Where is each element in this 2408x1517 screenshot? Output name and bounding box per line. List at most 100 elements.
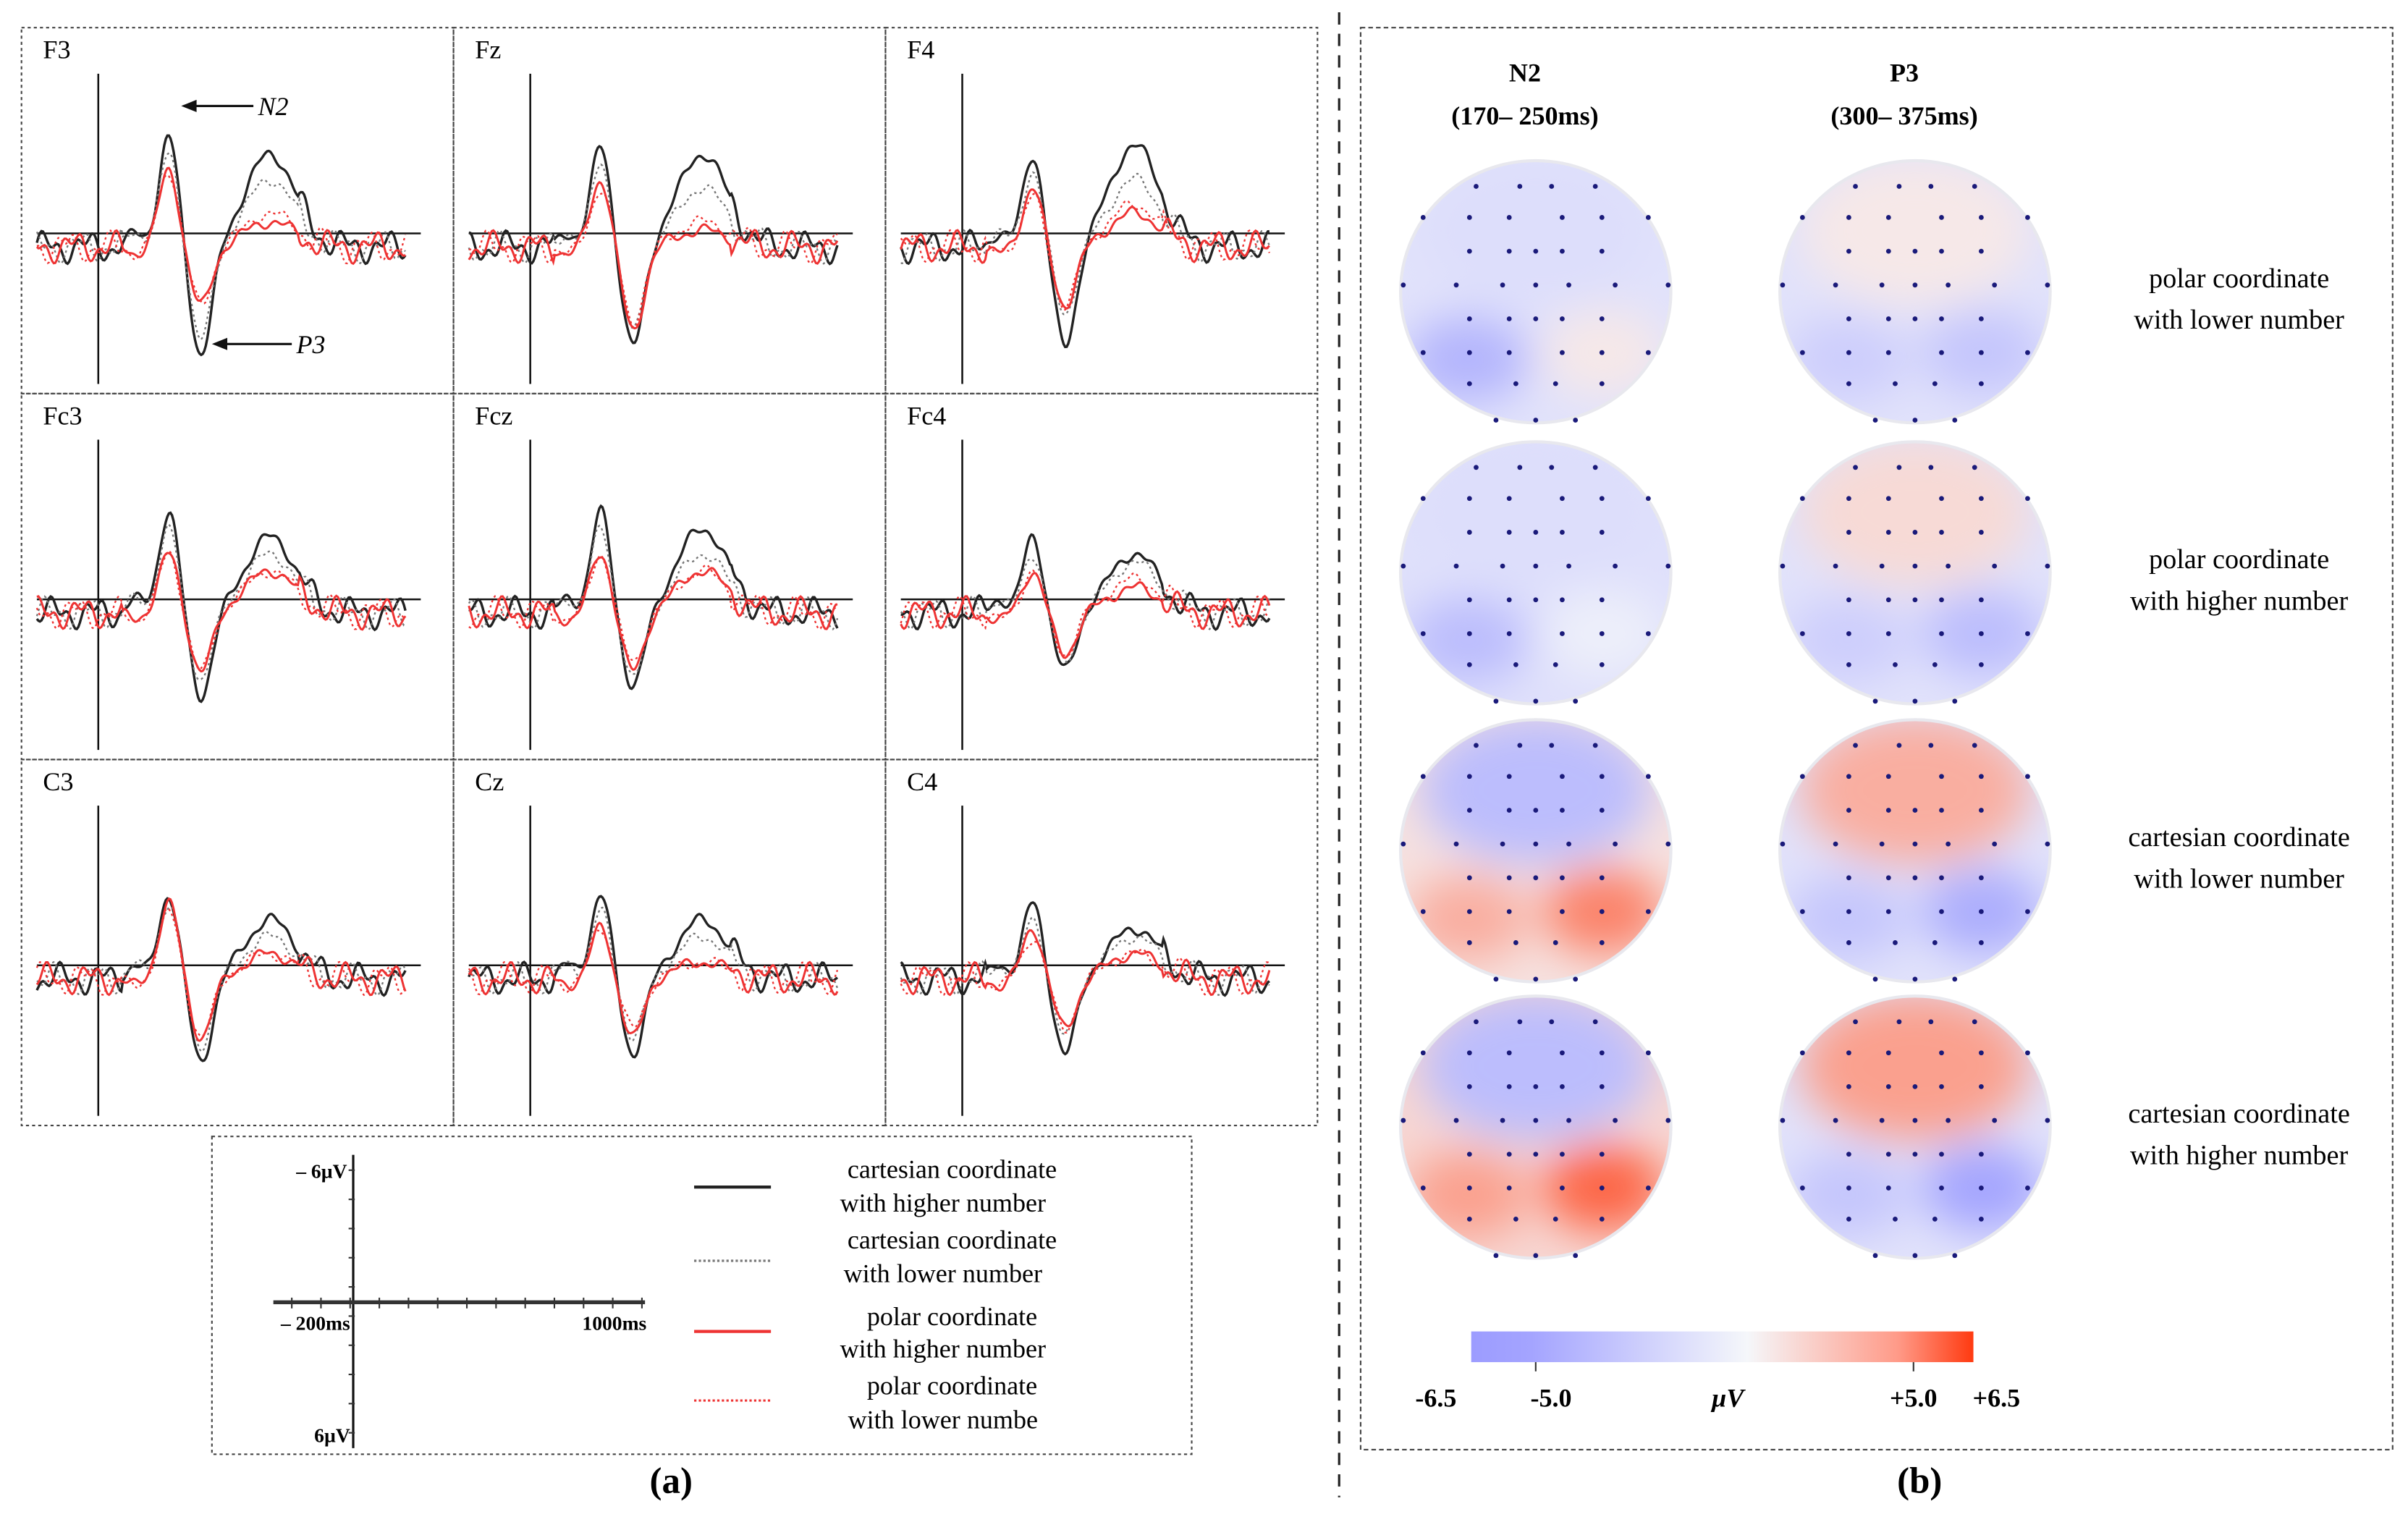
topomap-polar-lower-n2: [1398, 159, 1673, 425]
electrode-dot: [1885, 316, 1891, 321]
electrode-dot: [1533, 248, 1539, 254]
colorbar-label: µV: [1711, 1384, 1746, 1413]
electrode-dot: [1912, 563, 1918, 569]
electrode-dot: [1466, 530, 1472, 535]
topomap-region-frontal: [1421, 441, 1651, 587]
electrode-dot: [1780, 841, 1786, 847]
electrode-dot: [1401, 1117, 1406, 1123]
electrode-dot: [1846, 215, 1851, 220]
electrode-dot: [1846, 597, 1851, 603]
topomap-fill: [1401, 996, 1671, 1259]
electrode-dot: [1799, 1050, 1805, 1056]
electrode-dot: [1453, 841, 1459, 847]
colorbar: [1471, 1331, 1974, 1363]
erp-cell-frame: [20, 392, 455, 761]
electrode-dot: [1912, 698, 1918, 704]
electrode-dot: [1932, 940, 1938, 945]
erp-line-polar-higher: [900, 929, 1271, 1028]
legend-label-line1: polar coordinate: [867, 1372, 1037, 1400]
topomap-region-frontal: [1800, 996, 2030, 1141]
electrode-dot: [1885, 774, 1891, 779]
electrode-dot: [2045, 563, 2050, 569]
electrode-dot: [1599, 496, 1605, 502]
erp-line-polar-lower: [36, 174, 407, 305]
erp-line-polar-higher: [900, 188, 1270, 310]
head-rim: [1398, 159, 1673, 425]
electrode-dot: [1560, 248, 1565, 254]
erp-line-polar-higher: [900, 571, 1271, 659]
electrode-dot: [1885, 631, 1891, 636]
electrode-dot: [1992, 1117, 1998, 1123]
electrode-dot: [1533, 1083, 1539, 1089]
topomap-region-frontal: [1421, 719, 1651, 865]
electrode-dot: [1846, 940, 1851, 945]
n2-annotation: N2: [257, 92, 288, 121]
erp-line-cartesian-lower: [36, 905, 407, 1053]
electrode-dot: [1846, 496, 1851, 502]
topomap-region-frontal: [1421, 161, 1651, 305]
electrode-dot: [1846, 530, 1851, 535]
electrode-dot: [1599, 774, 1605, 779]
electrode-dot: [1992, 282, 1998, 288]
electrode-dot: [1533, 316, 1539, 321]
electrode-dot: [1846, 1186, 1851, 1191]
electrode-dot: [1613, 1117, 1618, 1123]
electrode-dot: [1613, 841, 1618, 847]
electrode-dot: [1846, 248, 1851, 254]
electrode-dot: [1912, 1152, 1918, 1157]
electrode-dot: [1420, 1186, 1426, 1191]
electrode-dot: [1599, 597, 1605, 603]
electrode-dot: [1560, 774, 1565, 779]
electrode-dot: [1533, 976, 1539, 982]
electrode-dot: [1420, 774, 1426, 779]
electrode-dot: [1466, 316, 1472, 321]
erp-line-polar-lower: [468, 193, 838, 329]
electrode-dot: [1946, 282, 1951, 288]
electrode-dot: [1939, 875, 1944, 881]
electrode-dot: [1599, 381, 1605, 386]
electrode-dot: [1799, 909, 1805, 914]
electrode-dot: [1466, 808, 1472, 813]
electrode-dot: [1533, 563, 1539, 569]
column-title: P3: [1890, 58, 1919, 87]
electrode-dot: [1466, 1186, 1472, 1191]
electrode-dot: [1466, 875, 1472, 881]
electrode-dot: [1533, 282, 1539, 288]
electrode-dot: [1645, 496, 1651, 502]
erp-line-polar-higher: [468, 181, 839, 330]
row-label-line1: cartesian coordinate: [2128, 822, 2349, 853]
electrode-dot: [1566, 841, 1571, 847]
electrode-dot: [1549, 1019, 1555, 1025]
electrode-dot: [1912, 282, 1918, 288]
head-rim: [1398, 718, 1673, 984]
erp-line-cartesian-lower: [900, 916, 1270, 1035]
electrode-dot: [1566, 282, 1571, 288]
electrode-dot: [1506, 316, 1512, 321]
electrode-dot: [1466, 909, 1472, 914]
electrode-dot: [1799, 774, 1805, 779]
channel-label: Fc3: [43, 401, 82, 430]
electrode-dot: [1952, 418, 1958, 423]
electrode-dot: [1846, 909, 1851, 914]
electrode-dot: [1599, 248, 1605, 254]
topomap-region-frontal: [1421, 996, 1651, 1141]
channel-label: C4: [907, 767, 937, 796]
electrode-dot: [1833, 282, 1838, 288]
erp-line-cartesian-higher: [468, 895, 838, 1059]
electrode-dot: [1879, 282, 1885, 288]
electrode-dot: [1500, 1117, 1505, 1123]
electrode-dot: [1401, 563, 1406, 569]
topomap-fill: [1780, 161, 2050, 423]
electrode-dot: [1466, 597, 1472, 603]
electrode-dot: [1846, 774, 1851, 779]
electrode-dot: [1474, 743, 1479, 748]
electrode-dot: [1978, 909, 1984, 914]
topomap-region-frontal: [1800, 441, 2030, 587]
erp-line-polar-lower: [35, 550, 406, 670]
electrode-dot: [1466, 248, 1472, 254]
electrode-dot: [2025, 631, 2030, 636]
legend-frame: [211, 1136, 1193, 1455]
electrode-dot: [1466, 1050, 1472, 1056]
electrode-dot: [1549, 465, 1555, 470]
